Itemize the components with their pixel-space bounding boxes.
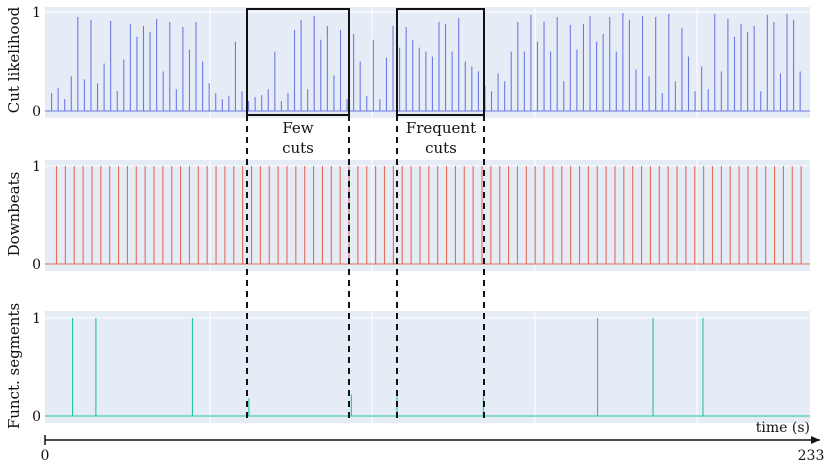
- panel-3-ytick-0: 0: [32, 409, 41, 425]
- panel-3-background: [45, 311, 810, 423]
- panel-2: 1 0 Downbeats: [5, 159, 810, 273]
- panel-2-background: [45, 160, 810, 271]
- time-axis-arrow-icon: [811, 436, 820, 444]
- frequent-cuts-label-line-2: cuts: [425, 139, 457, 157]
- few-cuts-label-line-2: cuts: [282, 139, 314, 157]
- panel-1-ytick-0: 0: [32, 104, 41, 120]
- plots-layer: 1 0 Cut likelihood 1 0 Downbeats 1 0 Funct. segm…: [5, 5, 810, 429]
- panel-1-ytick-1: 1: [32, 5, 41, 21]
- panel-2-ytick-0: 0: [32, 257, 41, 273]
- panel-2-ylabel: Downbeats: [5, 172, 23, 257]
- frequent-cuts-label-line-1: Frequent: [406, 119, 476, 137]
- panel-1-ylabel: Cut likelihood: [5, 6, 23, 113]
- time-axis-start-label: 0: [41, 448, 50, 464]
- frequent-cuts-box: [396, 8, 485, 116]
- timeline-layer: time (s) 0 233: [41, 420, 825, 464]
- panel-2-ytick-1: 1: [32, 159, 41, 175]
- panel-1: 1 0 Cut likelihood: [5, 5, 810, 120]
- few-cuts-box: [246, 8, 350, 116]
- panel-3: 1 0 Funct. segments: [5, 303, 810, 429]
- time-axis-label: time (s): [756, 420, 810, 436]
- panel-3-ytick-1: 1: [32, 311, 41, 327]
- time-axis-end-label: 233: [798, 448, 825, 464]
- panel-3-ylabel: Funct. segments: [5, 303, 23, 429]
- few-cuts-label-line-1: Few: [282, 119, 313, 137]
- annotation-layer: Few cuts Frequent cuts: [246, 8, 485, 423]
